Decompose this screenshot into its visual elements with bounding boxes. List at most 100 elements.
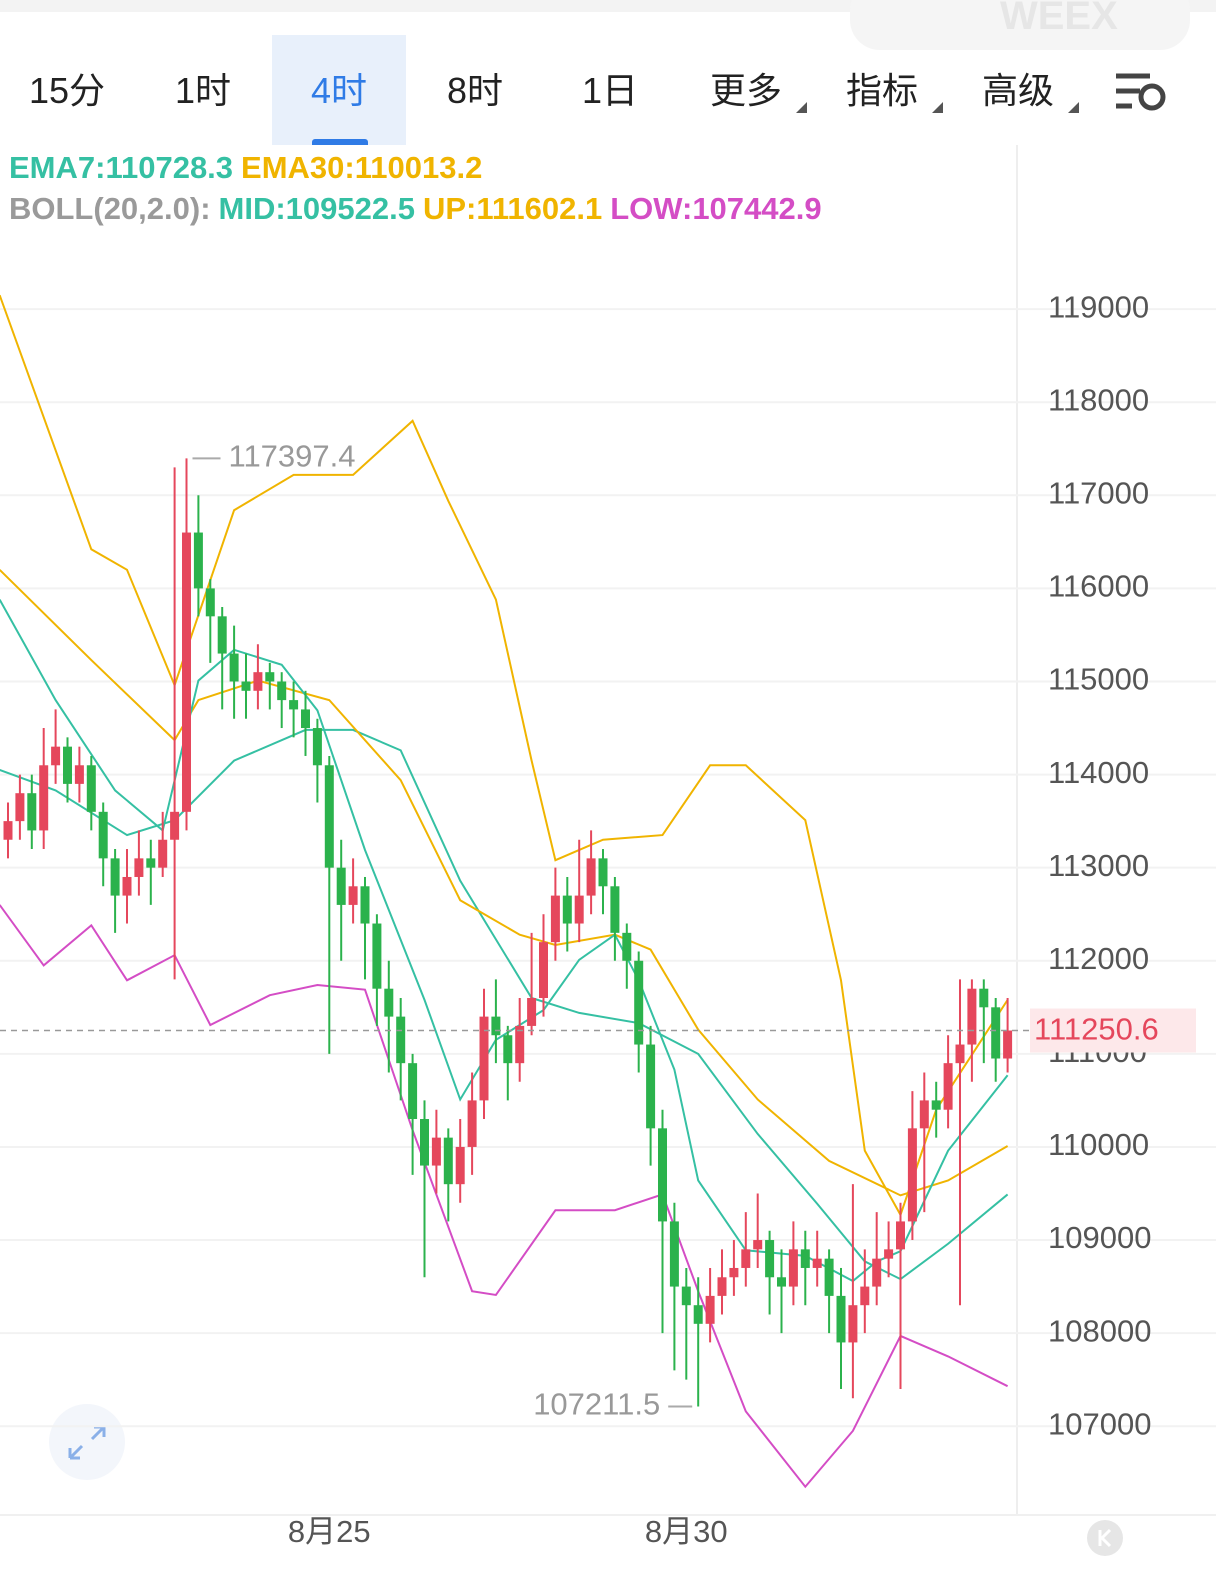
indicator-value: EMA30:110013.2 xyxy=(241,150,483,185)
candle-body xyxy=(693,1305,703,1324)
candle-body xyxy=(277,681,287,701)
expand-button[interactable] xyxy=(49,1404,125,1480)
y-tick-label: 119000 xyxy=(1048,289,1149,324)
candle-body xyxy=(729,1267,739,1278)
candle-body xyxy=(98,811,108,859)
candle-body xyxy=(86,765,96,812)
candle-body xyxy=(646,1044,656,1129)
candle-body xyxy=(788,1249,798,1287)
candle-body xyxy=(205,588,215,617)
candle-body xyxy=(15,793,25,822)
candle-body xyxy=(360,886,370,924)
y-tick-label: 113000 xyxy=(1048,848,1149,883)
y-tick-label: 115000 xyxy=(1048,662,1149,697)
y-tick-label: 112000 xyxy=(1048,941,1149,976)
timeframe-tab[interactable]: 4时 xyxy=(272,35,406,145)
candle-body xyxy=(158,839,168,868)
candle-body xyxy=(396,1016,406,1064)
candle-body xyxy=(598,858,608,887)
candle-body xyxy=(753,1240,763,1250)
candle-body xyxy=(51,746,61,766)
candle-body xyxy=(741,1249,751,1268)
candle-body xyxy=(991,1007,1001,1059)
scroll-end-icon xyxy=(1098,1528,1112,1548)
candle-body xyxy=(979,988,989,1008)
expand-icon xyxy=(68,1425,106,1460)
ema-legend: EMA7:110728.3 EMA30:110013.2 xyxy=(9,150,490,186)
candle-body xyxy=(586,858,596,896)
indicator-line xyxy=(0,728,1009,1281)
timeframe-tab[interactable]: 更多 xyxy=(679,35,813,145)
candle-body xyxy=(479,1016,489,1101)
candle-body xyxy=(967,988,977,1045)
candle-body xyxy=(372,923,382,989)
candle-body xyxy=(622,932,632,961)
candle-body xyxy=(931,1100,941,1110)
candle-body xyxy=(800,1249,810,1268)
candle-body xyxy=(777,1277,786,1287)
candle-body xyxy=(217,616,227,654)
indicator-line xyxy=(0,569,1009,1197)
candle-body xyxy=(134,858,144,877)
timeframe-tab[interactable]: 1时 xyxy=(174,70,232,111)
settings-icon[interactable] xyxy=(1116,73,1166,111)
candle-body xyxy=(765,1240,775,1278)
candle-body xyxy=(860,1286,870,1306)
indicator-line xyxy=(0,904,1009,1489)
candle-body xyxy=(824,1258,834,1296)
y-tick-label: 118000 xyxy=(1048,382,1149,417)
y-tick-label: 117000 xyxy=(1048,475,1149,510)
candle-body xyxy=(515,1025,525,1064)
candle-body xyxy=(122,876,132,896)
candle-body xyxy=(408,1063,418,1120)
candle-body xyxy=(253,672,263,691)
candle-body xyxy=(241,681,251,691)
candle-body xyxy=(539,942,548,998)
candle-body xyxy=(943,1063,953,1110)
candle-body xyxy=(955,1044,965,1064)
timeframe-tab[interactable]: 15分 xyxy=(28,70,106,111)
indicator-line xyxy=(0,599,1009,1283)
candle-body xyxy=(443,1137,453,1185)
candle-body xyxy=(1003,1030,1013,1059)
candle-body xyxy=(872,1258,882,1287)
timeframe-tab[interactable]: 指标 xyxy=(815,35,949,145)
candle-body xyxy=(265,672,275,682)
candle-body xyxy=(836,1295,846,1343)
x-tick-label: 8月30 xyxy=(645,1514,728,1549)
indicator-value: UP:111602.1 xyxy=(422,191,603,226)
timeframe-tab[interactable]: 8时 xyxy=(446,70,504,111)
y-tick-label: 109000 xyxy=(1048,1220,1151,1255)
candle-body xyxy=(312,728,322,766)
candle-body xyxy=(3,821,13,840)
candle-body xyxy=(420,1119,429,1166)
candle-body xyxy=(634,960,644,1045)
candle-body xyxy=(146,858,156,868)
y-tick-label: 107000 xyxy=(1048,1406,1151,1441)
candle-body xyxy=(431,1137,441,1166)
y-tick-label: 116000 xyxy=(1048,569,1149,604)
candle-body xyxy=(574,895,584,924)
watermark: WEEX xyxy=(1000,0,1118,38)
candle-body xyxy=(289,700,299,710)
candle-body xyxy=(658,1128,667,1222)
candle-body xyxy=(896,1221,905,1250)
candle-body xyxy=(812,1258,822,1268)
scroll-end-button[interactable] xyxy=(1087,1520,1123,1556)
candle-body xyxy=(491,1016,501,1036)
candle-body xyxy=(455,1146,465,1185)
indicator-value: EMA7:110728.3 xyxy=(9,150,234,185)
candle-body xyxy=(170,811,180,840)
timeframe-tab[interactable]: 1日 xyxy=(581,70,639,111)
candle-body xyxy=(562,895,572,924)
candle-body xyxy=(848,1305,858,1343)
y-tick-label: 114000 xyxy=(1048,755,1149,790)
y-tick-label: 110000 xyxy=(1048,1127,1149,1162)
candle-body xyxy=(74,765,84,784)
indicator-value: MID:109522.5 xyxy=(218,191,415,226)
timeframe-tab[interactable]: 高级 xyxy=(951,35,1085,145)
candle-body xyxy=(182,532,191,812)
boll-legend: BOLL(20,2.0): MID:109522.5 UP:111602.1 LOW:… xyxy=(9,191,830,227)
